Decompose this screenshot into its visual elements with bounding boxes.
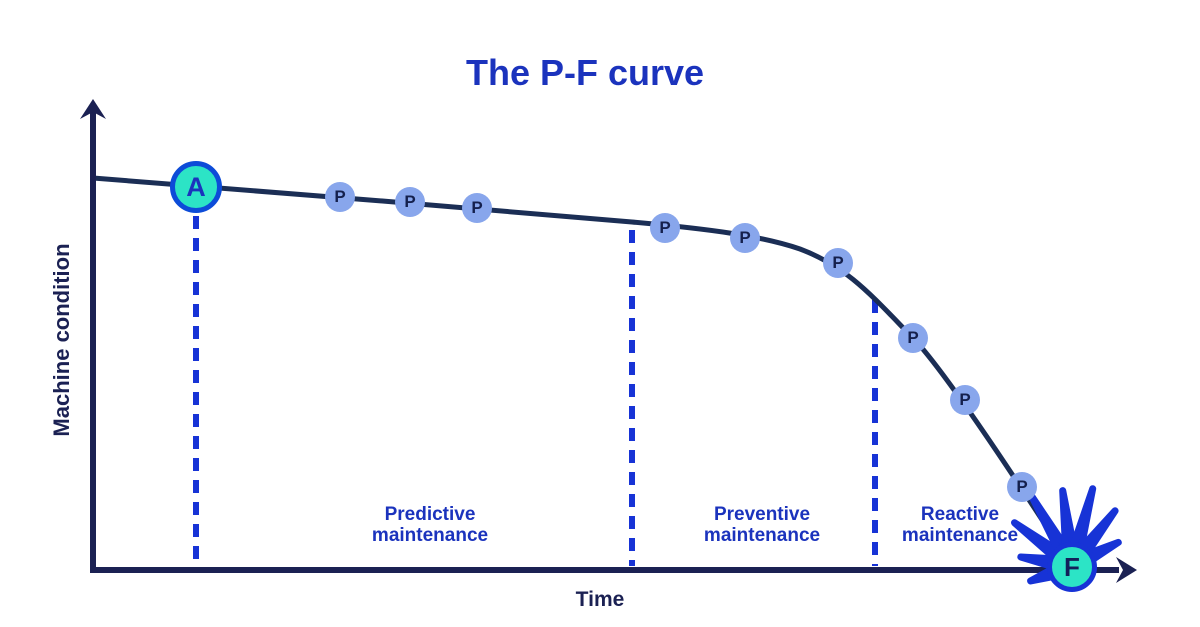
zone-label-line2: maintenance (371, 525, 489, 546)
point-f-marker: F (1047, 542, 1097, 592)
chart-title: The P-F curve (465, 52, 705, 93)
p-marker: P (950, 385, 980, 415)
p-marker: P (1007, 472, 1037, 502)
p-marker: P (730, 223, 760, 253)
zone-label-preventive-maintenance: Preventive maintenance (704, 504, 820, 546)
zone-label-line2: maintenance (901, 525, 1019, 546)
p-marker: P (898, 323, 928, 353)
zone-label-predictive-maintenance: Predictive maintenance (372, 504, 488, 546)
zone-label-line1: Reactive (920, 504, 1000, 525)
y-axis-arrowhead-icon (80, 99, 106, 119)
zone-label-reactive-maintenance: Reactive maintenance (902, 504, 1018, 546)
p-marker: P (823, 248, 853, 278)
zone-label-line1: Preventive (713, 504, 811, 525)
zone-label-line2: maintenance (703, 525, 821, 546)
point-a-marker: A (170, 161, 222, 213)
p-marker: P (462, 193, 492, 223)
p-marker: P (395, 187, 425, 217)
x-axis-arrowhead-icon (1116, 557, 1137, 583)
p-marker: P (650, 213, 680, 243)
zone-label-line1: Predictive (384, 504, 476, 525)
p-marker: P (325, 182, 355, 212)
x-axis-label: Time (575, 588, 625, 611)
y-axis-label: Machine condition (49, 243, 74, 437)
